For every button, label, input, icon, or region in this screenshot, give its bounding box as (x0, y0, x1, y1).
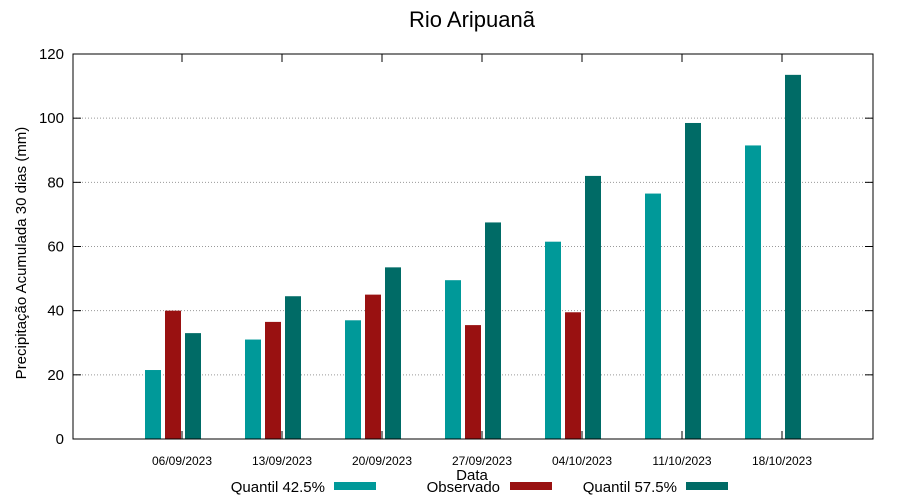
y-tick-label: 120 (39, 46, 64, 63)
legend-swatch (510, 482, 552, 490)
x-tick-label: 18/10/2023 (752, 454, 812, 468)
bar (385, 267, 401, 439)
y-axis-ticks: 0 20 40 60 80 100 120 (39, 46, 873, 448)
bar (485, 222, 501, 439)
bar (245, 339, 261, 439)
bar (565, 312, 581, 439)
x-tick-label: 20/09/2023 (352, 454, 412, 468)
y-tick-label: 60 (47, 239, 64, 256)
bar (745, 145, 761, 439)
x-axis-label: Data (456, 467, 488, 484)
bar (345, 320, 361, 439)
x-tick-label: 27/09/2023 (452, 454, 512, 468)
bar (585, 175, 601, 439)
chart-title: Rio Aripuanã (409, 7, 536, 32)
bar (685, 122, 701, 440)
bar (545, 241, 561, 439)
bar (145, 370, 161, 439)
bar (185, 333, 201, 439)
y-tick-label: 20 (47, 367, 64, 384)
x-tick-label: 04/10/2023 (552, 454, 612, 468)
legend-swatch (686, 482, 728, 490)
legend: Quantil 42.5% Observado Quantil 57.5% (231, 479, 728, 496)
bar (465, 325, 481, 439)
bar (445, 280, 461, 439)
legend-label: Observado (427, 479, 500, 496)
legend-label: Quantil 57.5% (583, 479, 677, 496)
x-axis-ticks: 06/09/2023 13/09/2023 20/09/2023 27/09/2023… (152, 54, 812, 468)
legend-label: Quantil 42.5% (231, 479, 325, 496)
y-tick-label: 0 (56, 431, 64, 448)
y-tick-label: 80 (47, 174, 64, 191)
bar (785, 74, 801, 440)
bar (645, 193, 661, 439)
y-axis-label: Precipitação Acumulada 30 dias (mm) (13, 127, 30, 380)
bar (165, 310, 181, 439)
bar (265, 321, 281, 439)
y-tick-label: 100 (39, 110, 64, 127)
x-tick-label: 13/09/2023 (252, 454, 312, 468)
x-tick-label: 06/09/2023 (152, 454, 212, 468)
bar (365, 294, 381, 439)
y-tick-label: 40 (47, 303, 64, 320)
bars (145, 74, 801, 440)
bar (285, 296, 301, 439)
x-tick-label: 11/10/2023 (652, 454, 711, 468)
legend-swatch (334, 482, 376, 490)
